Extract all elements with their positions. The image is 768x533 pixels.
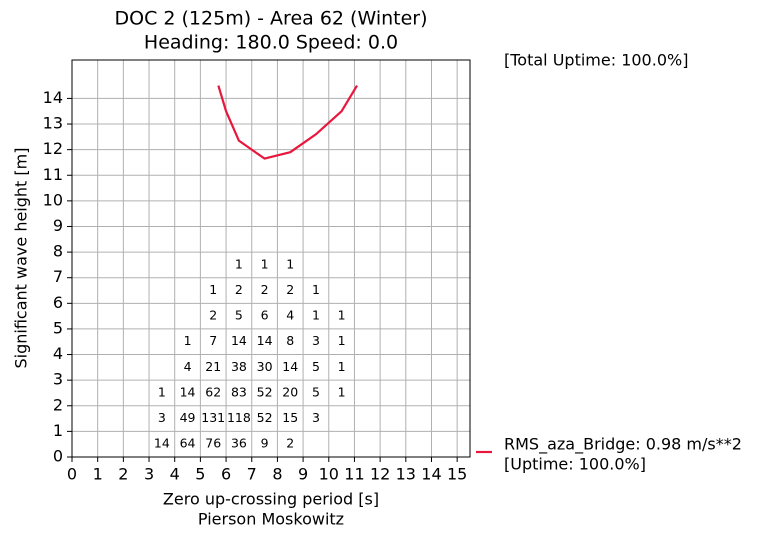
y-tick-label: 4 [53, 344, 63, 363]
y-tick-label: 6 [53, 293, 63, 312]
cell-count: 2 [235, 282, 243, 297]
cell-count: 52 [257, 410, 273, 425]
y-tick-label: 7 [53, 267, 63, 286]
y-tick-label: 13 [43, 114, 63, 133]
cell-count: 5 [312, 384, 320, 399]
cell-count: 14 [282, 359, 298, 374]
x-tick-label: 10 [319, 465, 339, 484]
x-tick-label: 6 [221, 465, 231, 484]
y-tick-label: 8 [53, 242, 63, 261]
chart-subtitle: Heading: 180.0 Speed: 0.0 [144, 32, 398, 54]
cell-count: 1 [338, 384, 346, 399]
cell-count: 1 [338, 308, 346, 323]
cell-count: 118 [227, 410, 251, 425]
cell-count: 38 [231, 359, 247, 374]
x-tick-label: 12 [370, 465, 390, 484]
cell-count: 4 [286, 308, 294, 323]
y-tick-label: 10 [43, 190, 63, 209]
cell-count: 15 [282, 410, 298, 425]
legend-label: RMS_aza_Bridge: 0.98 m/s**2 [504, 435, 742, 455]
cell-count: 2 [261, 282, 269, 297]
cell-count: 2 [286, 282, 294, 297]
cell-count: 8 [286, 333, 294, 348]
legend-note: [Uptime: 100.0%] [504, 455, 646, 474]
cell-count: 3 [158, 410, 166, 425]
cell-count: 21 [205, 359, 221, 374]
cell-count: 2 [209, 308, 217, 323]
cell-count: 131 [201, 410, 225, 425]
plot-frame [71, 59, 471, 458]
x-tick-label: 3 [144, 465, 154, 484]
x-tick-label: 11 [344, 465, 364, 484]
cell-count: 1 [158, 384, 166, 399]
cell-count: 1 [338, 359, 346, 374]
y-tick-label: 5 [53, 318, 63, 337]
cell-count: 3 [312, 333, 320, 348]
annotation: [Total Uptime: 100.0%] [504, 51, 688, 70]
x-tick-label: 2 [118, 465, 128, 484]
x-tick-label: 15 [447, 465, 467, 484]
x-tick-label: 5 [195, 465, 205, 484]
cell-count: 3 [312, 410, 320, 425]
cell-count: 64 [180, 436, 196, 451]
cell-count: 1 [286, 256, 294, 271]
cell-count: 1 [261, 256, 269, 271]
x-tick-label: 13 [396, 465, 416, 484]
y-tick-label: 0 [53, 447, 63, 466]
cell-count: 49 [180, 410, 196, 425]
x-tick-label: 4 [170, 465, 180, 484]
y-tick-label: 14 [43, 88, 63, 107]
x-tick-label: 9 [298, 465, 308, 484]
cell-count: 5 [235, 308, 243, 323]
cell-count: 1 [235, 256, 243, 271]
cell-count: 6 [261, 308, 269, 323]
cell-count: 14 [180, 384, 196, 399]
line-series [217, 85, 358, 160]
cell-count: 36 [231, 436, 247, 451]
cell-count: 1 [312, 282, 320, 297]
cell-count: 83 [231, 384, 247, 399]
x-axis-label: Zero up-crossing period [s] [163, 490, 379, 509]
x-tick-label: 0 [67, 465, 77, 484]
cell-count: 76 [205, 436, 221, 451]
y-tick-label: 1 [53, 421, 63, 440]
cell-count: 30 [257, 359, 273, 374]
cell-count: 7 [209, 333, 217, 348]
chart-title: DOC 2 (125m) - Area 62 (Winter) [115, 8, 428, 30]
y-tick-label: 11 [43, 165, 63, 184]
x-tick-label: 14 [421, 465, 441, 484]
cell-count: 9 [261, 436, 269, 451]
y-axis-label: Significant wave height [m] [12, 148, 31, 369]
cell-count: 14 [231, 333, 247, 348]
cell-count: 20 [282, 384, 298, 399]
x-tick-label: 7 [247, 465, 257, 484]
cell-count: 14 [257, 333, 273, 348]
y-tick-label: 2 [53, 395, 63, 414]
x-tick-label: 1 [93, 465, 103, 484]
x-tick-label: 8 [272, 465, 282, 484]
cell-count: 52 [257, 384, 273, 399]
cell-count: 1 [209, 282, 217, 297]
y-tick-label: 9 [53, 216, 63, 235]
cell-count: 4 [184, 359, 192, 374]
y-tick-label: 12 [43, 139, 63, 158]
cell-count: 5 [312, 359, 320, 374]
x-axis-sublabel: Pierson Moskowitz [198, 510, 344, 529]
cell-count: 2 [286, 436, 294, 451]
cell-count: 1 [312, 308, 320, 323]
cell-count: 14 [154, 436, 170, 451]
cell-count: 1 [184, 333, 192, 348]
cell-count: 1 [338, 333, 346, 348]
cell-count: 62 [205, 384, 221, 399]
y-tick-label: 3 [53, 370, 63, 389]
